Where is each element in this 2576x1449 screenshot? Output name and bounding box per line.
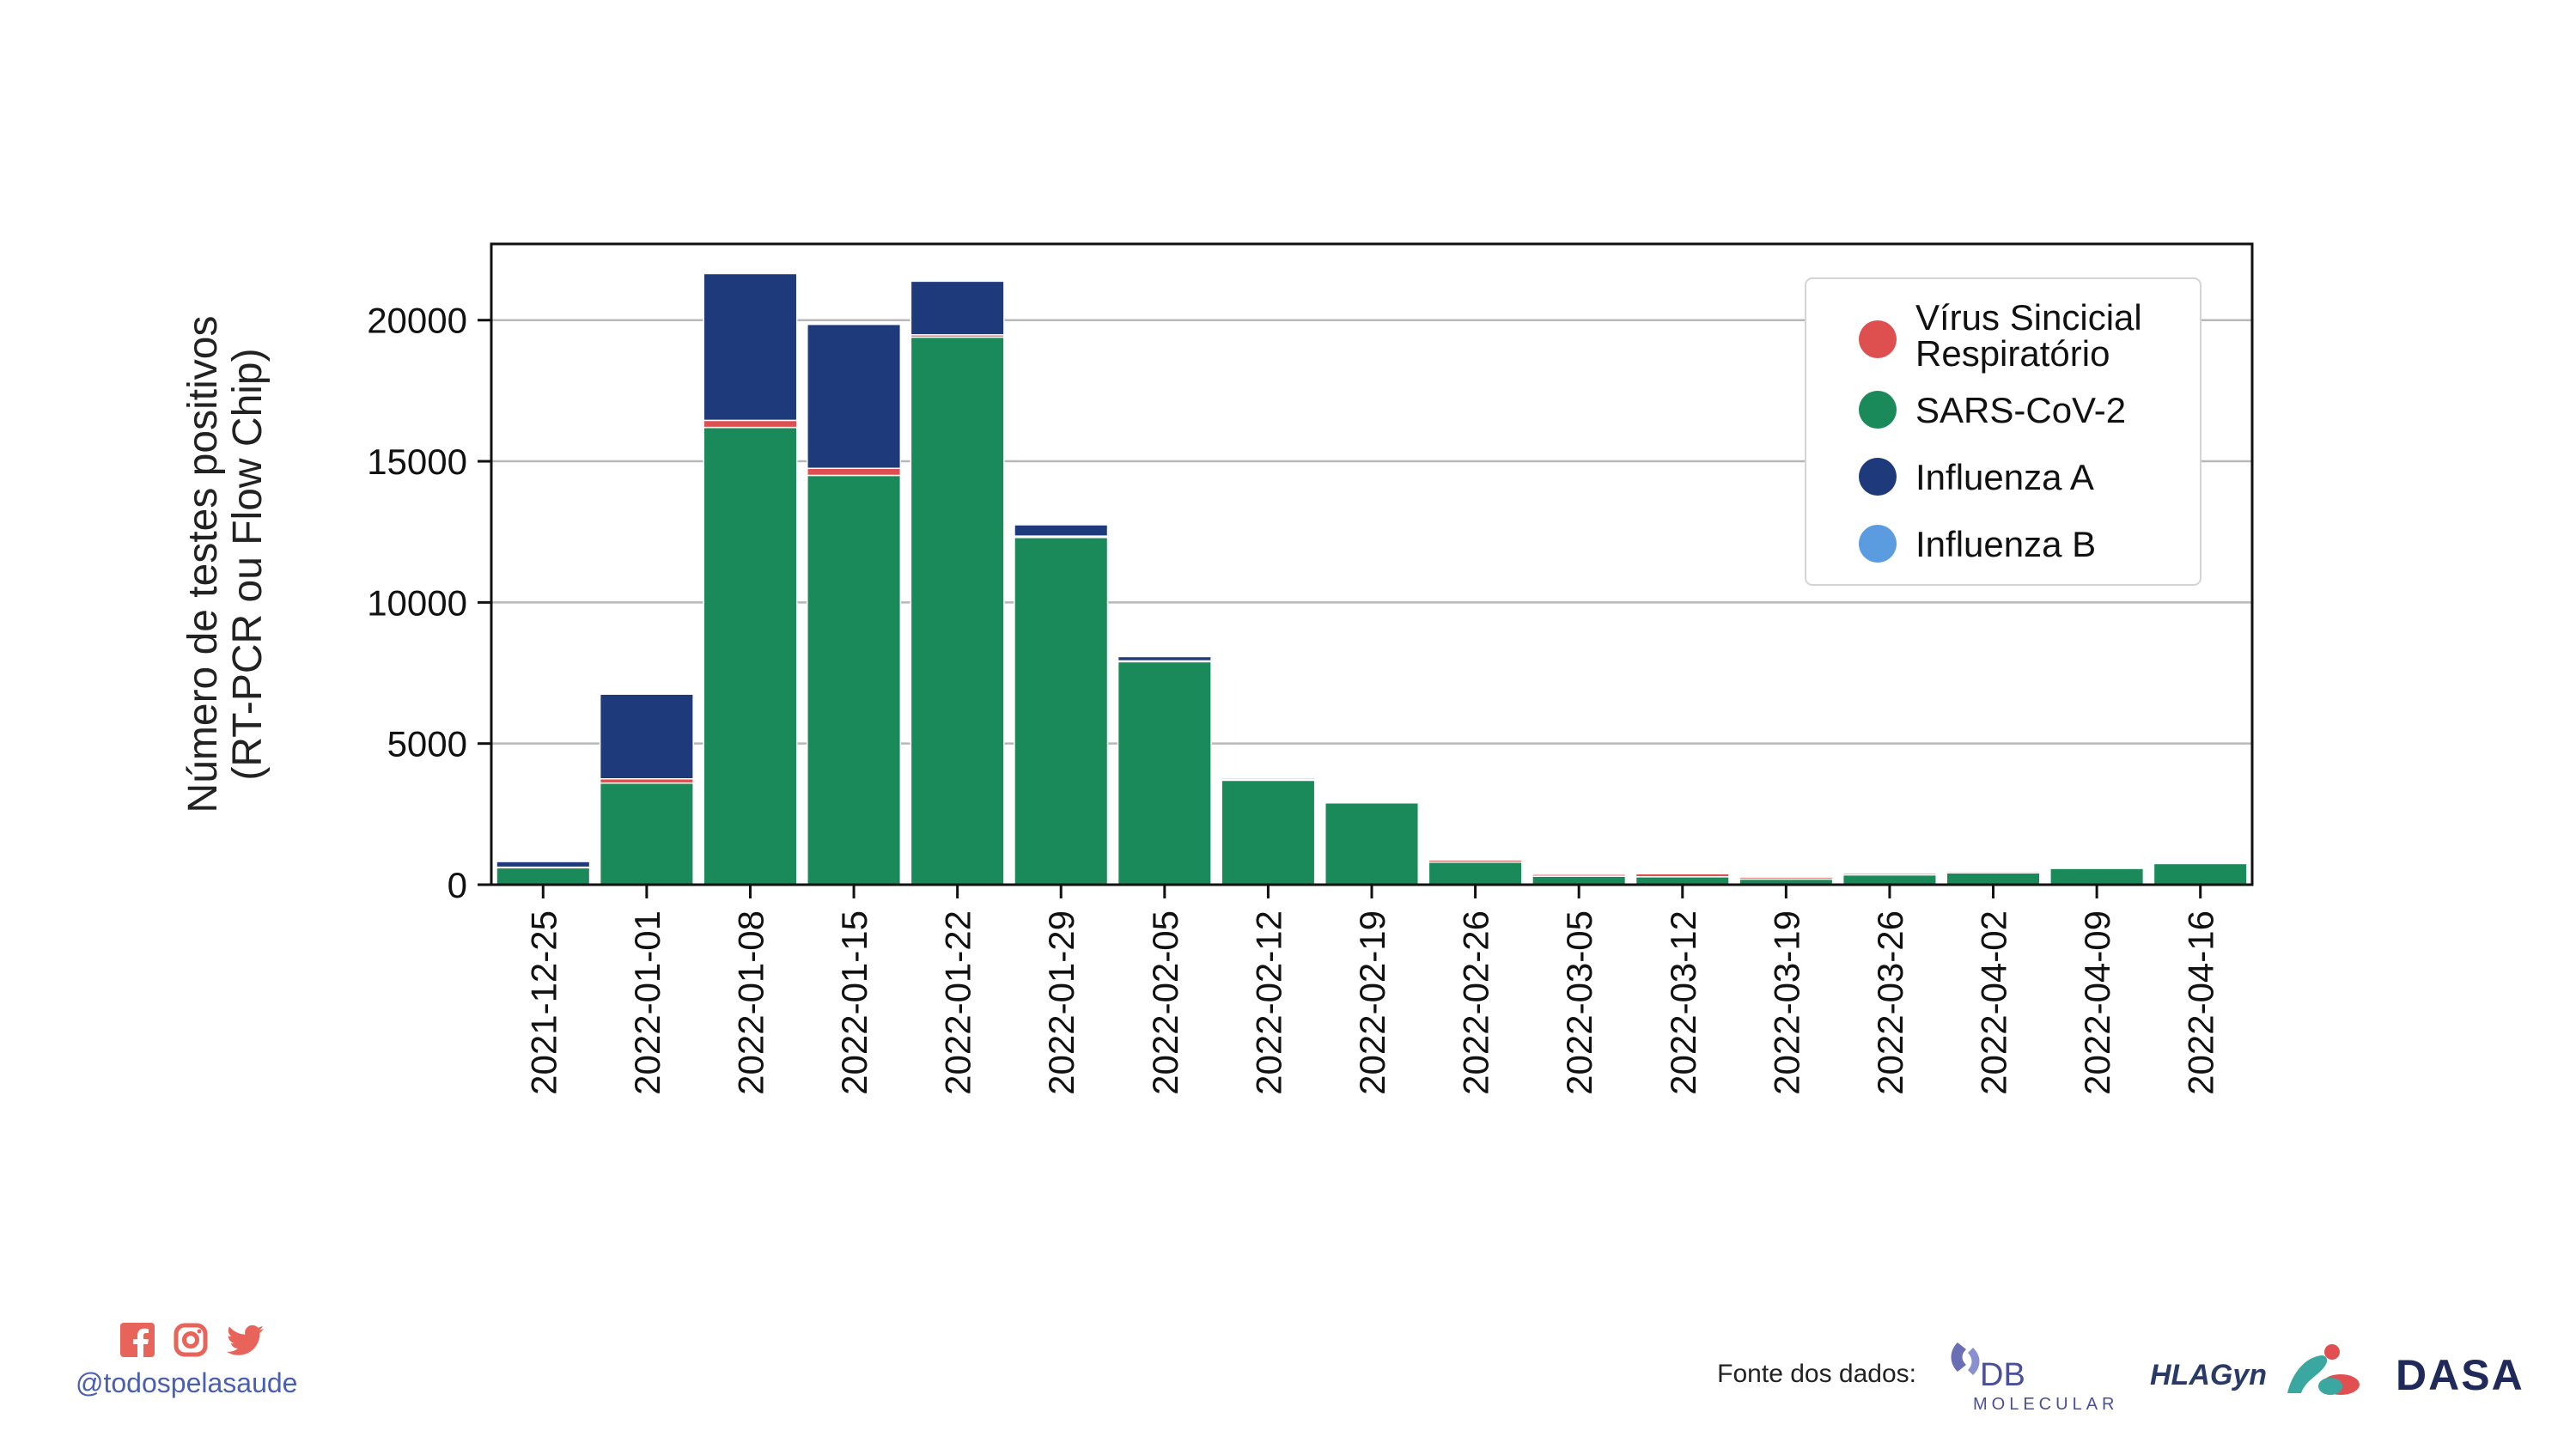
dasa-logo-text: DASA bbox=[2396, 1351, 2524, 1399]
legend-label-influenza-b: Influenza B bbox=[1915, 524, 2096, 564]
y-tick-label: 20000 bbox=[367, 301, 467, 341]
x-tick-label: 2021-12-25 bbox=[523, 910, 563, 1095]
x-axis: 2021-12-25 2022-01-01 2022-01-08 2022-01-15… bbox=[523, 885, 2221, 1095]
db-logo-text: DB bbox=[1980, 1357, 2025, 1393]
bar-sars-cov-2 bbox=[1117, 661, 1212, 886]
bar-influenza-a bbox=[496, 861, 591, 868]
x-tick-label: 2022-03-05 bbox=[1559, 910, 1599, 1095]
x-tick-label: 2022-01-01 bbox=[627, 910, 667, 1095]
bar-sars-cov-2 bbox=[1428, 861, 1523, 886]
bar-influenza-a bbox=[1842, 872, 1937, 874]
twitter-icon[interactable] bbox=[227, 1323, 265, 1357]
db-molecular-logo: DB MOLECULAR bbox=[1951, 1342, 2118, 1413]
bar-v-rus-sincicial-respirat-rio bbox=[807, 467, 902, 477]
hlagyn-logo: HLAGyn bbox=[2150, 1344, 2360, 1395]
bar-influenza-a bbox=[1946, 870, 2041, 873]
x-tick-label: 2022-01-29 bbox=[1041, 910, 1081, 1095]
bar-influenza-a bbox=[2153, 861, 2248, 864]
bar-sars-cov-2 bbox=[2049, 868, 2145, 886]
y-axis-title: Número de testes positivos(RT-PCR ou Flo… bbox=[180, 316, 271, 813]
x-tick-label: 2022-01-08 bbox=[730, 910, 770, 1095]
bar-influenza-a bbox=[599, 693, 694, 780]
x-tick-label: 2022-03-12 bbox=[1663, 910, 1703, 1095]
social-icons bbox=[120, 1323, 333, 1357]
social-footer: @todospelasaude bbox=[76, 1323, 333, 1399]
bars bbox=[496, 272, 2248, 886]
bar-sars-cov-2 bbox=[1946, 872, 2041, 886]
legend-marker-influenza-b bbox=[1859, 525, 1897, 563]
legend-marker-sars-cov-2 bbox=[1859, 391, 1897, 429]
legend: Vírus Sincicial Respiratório SARS-CoV-2 Inf… bbox=[1805, 277, 2201, 586]
bar-sars-cov-2 bbox=[1014, 537, 1109, 886]
legend-marker-v-rus-sincicial-respirat-rio bbox=[1859, 320, 1897, 358]
legend-label-v-rus-sincicial-respirat-rio: Vírus Sincicial Respiratório bbox=[1915, 297, 2142, 374]
x-tick-label: 2022-02-19 bbox=[1352, 910, 1392, 1095]
data-sources: Fonte dos dados: DB MOLECULAR HLAGyn DAS… bbox=[1717, 1336, 2533, 1413]
hlagyn-logo-text: HLAGyn bbox=[2150, 1359, 2267, 1391]
y-tick-label: 0 bbox=[448, 865, 467, 905]
y-axis: 0 5000 10000 15000 20000 bbox=[367, 301, 491, 905]
bar-influenza-a bbox=[1221, 777, 1316, 781]
bar-influenza-a bbox=[1324, 801, 1420, 803]
bar-sars-cov-2 bbox=[496, 867, 591, 886]
y-axis-title-line: Número de testes positivos bbox=[180, 316, 226, 813]
y-axis-title-line: (RT-PCR ou Flow Chip) bbox=[225, 348, 271, 780]
x-tick-label: 2022-04-09 bbox=[2077, 910, 2117, 1095]
bar-influenza-a bbox=[1014, 524, 1109, 537]
x-tick-label: 2022-03-26 bbox=[1870, 910, 1910, 1095]
legend-marker-influenza-a bbox=[1859, 458, 1897, 496]
legend-label-influenza-a: Influenza A bbox=[1915, 457, 2094, 497]
bar-sars-cov-2 bbox=[910, 336, 1005, 886]
molecular-logo-text: MOLECULAR bbox=[1973, 1395, 2118, 1413]
x-tick-label: 2022-02-05 bbox=[1145, 910, 1185, 1095]
bar-sars-cov-2 bbox=[1221, 779, 1316, 886]
bar-sars-cov-2 bbox=[807, 474, 902, 886]
bar-influenza-a bbox=[1428, 859, 1523, 861]
dasa-logo: DASA bbox=[2396, 1351, 2524, 1399]
x-tick-label: 2022-03-19 bbox=[1766, 910, 1806, 1095]
legend-label-sars-cov-2: SARS-CoV-2 bbox=[1915, 390, 2126, 430]
bar-influenza-a bbox=[703, 272, 798, 422]
bar-sars-cov-2 bbox=[1842, 874, 1937, 886]
bar-v-rus-sincicial-respirat-rio bbox=[703, 419, 798, 429]
bar-sars-cov-2 bbox=[1324, 801, 1420, 886]
bar-influenza-a bbox=[1739, 875, 1834, 878]
y-tick-label: 15000 bbox=[367, 441, 467, 482]
x-tick-label: 2022-01-15 bbox=[834, 910, 874, 1095]
x-tick-label: 2022-04-02 bbox=[1974, 910, 2014, 1095]
x-tick-label: 2022-02-26 bbox=[1456, 910, 1496, 1095]
bar-influenza-a bbox=[910, 280, 1005, 336]
x-tick-label: 2022-04-16 bbox=[2181, 910, 2221, 1095]
bar-sars-cov-2 bbox=[599, 782, 694, 886]
bar-influenza-a bbox=[807, 323, 902, 470]
x-tick-label: 2022-01-22 bbox=[938, 910, 978, 1095]
social-handle[interactable]: @todospelasaude bbox=[76, 1367, 298, 1398]
y-tick-label: 5000 bbox=[387, 724, 467, 764]
bar-sars-cov-2 bbox=[703, 426, 798, 886]
x-tick-label: 2022-02-12 bbox=[1248, 910, 1288, 1095]
bar-sars-cov-2 bbox=[2153, 862, 2248, 886]
legend-box bbox=[1805, 277, 2201, 586]
facebook-icon[interactable] bbox=[120, 1323, 155, 1357]
instagram-icon[interactable] bbox=[174, 1323, 208, 1357]
source-label: Fonte dos dados: bbox=[1717, 1360, 1916, 1388]
bar-influenza-a bbox=[1117, 655, 1212, 662]
y-tick-label: 10000 bbox=[367, 582, 467, 623]
